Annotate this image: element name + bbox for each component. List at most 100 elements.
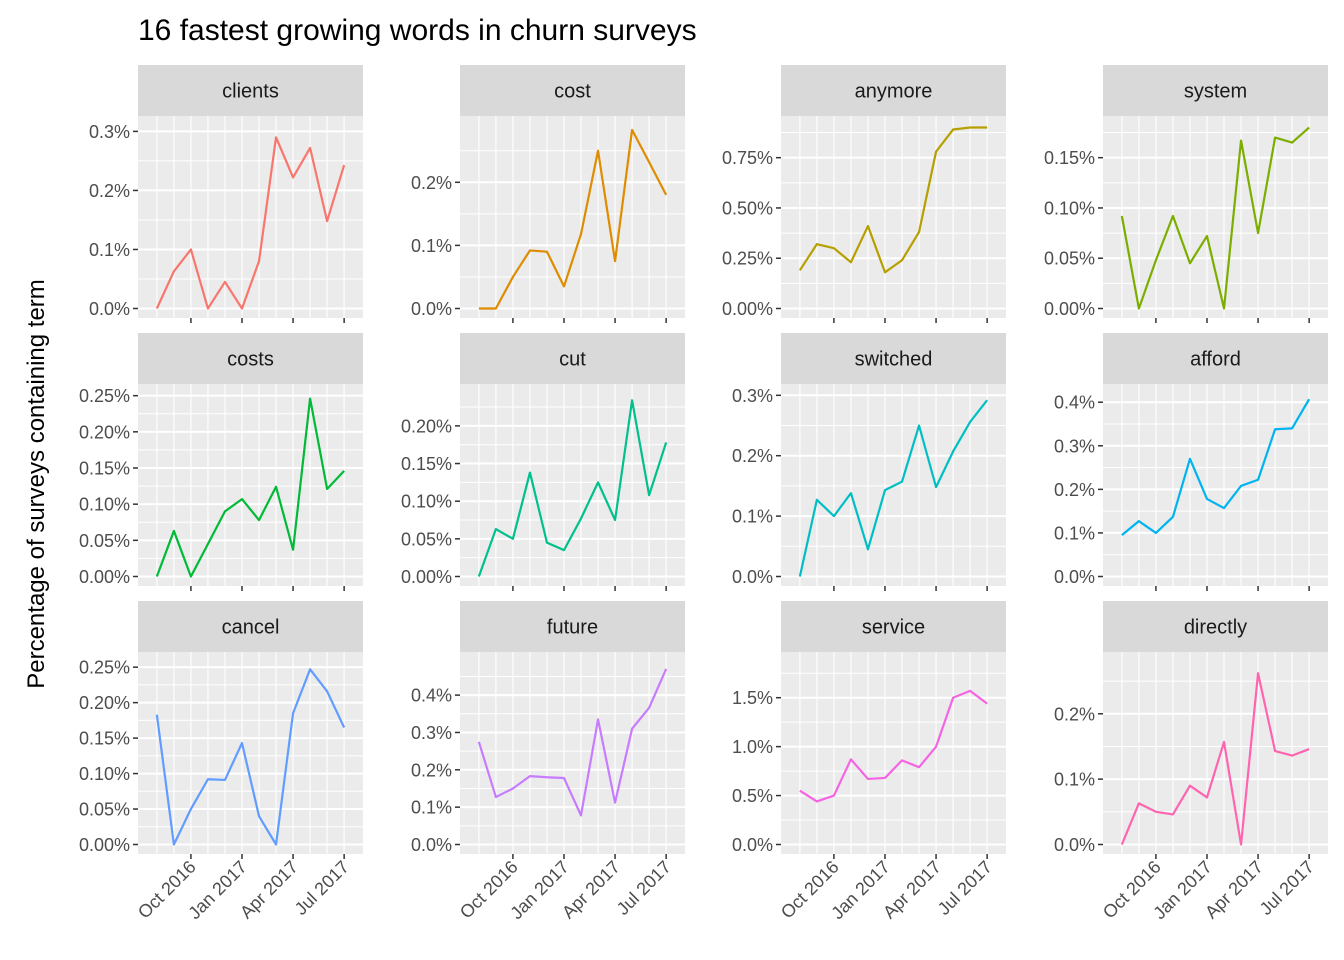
y-tick-label: 0.2%	[1054, 480, 1095, 500]
facet-strip-label: system	[1184, 81, 1247, 103]
facet-strip	[138, 333, 363, 384]
series-line-future	[477, 668, 668, 817]
facet-strip	[1103, 601, 1328, 652]
y-tick-label: 0.20%	[79, 693, 130, 713]
facet-panel-cut: cut 0.00% 0.05% 0.10% 0.15% 0.20%	[401, 333, 685, 591]
y-tick-label: 1.0%	[732, 737, 773, 757]
facet-strip	[460, 65, 685, 116]
facet-plot-area	[781, 116, 1006, 318]
facet-panel-clients: clients 0.0% 0.1% 0.2% 0.3%	[89, 65, 363, 323]
y-tick-label: 0.1%	[732, 507, 773, 527]
series-line-anymore	[798, 126, 988, 274]
facet-panel-costs: costs 0.00% 0.05% 0.10% 0.15% 0.20% 0.25%	[79, 333, 363, 591]
y-tick-label: 0.25%	[79, 658, 130, 678]
y-tick-label: 0.05%	[79, 800, 130, 820]
y-tick-label: 0.05%	[1044, 249, 1095, 269]
y-tick-label: 0.4%	[1054, 393, 1095, 413]
y-tick-label: 0.20%	[401, 416, 452, 436]
y-tick-label: 0.15%	[1044, 148, 1095, 168]
facet-panel-anymore: anymore 0.00% 0.25% 0.50% 0.75%	[722, 65, 1006, 323]
facet-strip-label: future	[547, 617, 598, 639]
facet-plot-area	[1103, 116, 1328, 318]
y-tick-label: 0.05%	[401, 529, 452, 549]
y-tick-label: 0.0%	[1054, 567, 1095, 587]
y-tick-label: 0.1%	[89, 240, 130, 260]
facet-plot-area	[1103, 384, 1328, 586]
x-tick-label: Jul 2017	[613, 857, 675, 919]
y-tick-label: 0.00%	[79, 567, 130, 587]
y-tick-label: 0.3%	[1054, 436, 1095, 456]
y-tick-label: 0.4%	[411, 686, 452, 706]
facet-plot-area	[138, 652, 363, 854]
y-tick-label: 0.05%	[79, 531, 130, 551]
y-tick-label: 0.0%	[89, 299, 130, 319]
y-tick-label: 0.0%	[732, 835, 773, 855]
y-tick-label: 0.00%	[79, 835, 130, 855]
y-tick-label: 0.0%	[732, 567, 773, 587]
series-line-cut	[477, 399, 668, 577]
facet-strip	[1103, 333, 1328, 384]
y-tick-label: 0.3%	[411, 723, 452, 743]
facet-strip-label: clients	[222, 81, 279, 103]
y-tick-label: 0.0%	[411, 835, 452, 855]
series-line-system	[1120, 126, 1310, 310]
facet-panel-afford: afford 0.0% 0.1% 0.2% 0.3% 0.4%	[1054, 333, 1328, 591]
facet-plot-area	[460, 652, 685, 854]
y-tick-label: 0.75%	[722, 148, 773, 168]
y-tick-label: 0.20%	[79, 422, 130, 442]
facet-strip	[460, 601, 685, 652]
facet-plot-area	[460, 116, 685, 318]
facet-strip-label: cost	[554, 81, 591, 103]
facet-strip	[1103, 65, 1328, 116]
y-tick-label: 0.1%	[1054, 770, 1095, 790]
facet-strip	[781, 65, 1006, 116]
y-tick-label: 0.0%	[411, 299, 452, 319]
y-tick-label: 0.25%	[722, 249, 773, 269]
y-tick-label: 0.00%	[722, 299, 773, 319]
y-tick-label: 0.10%	[79, 764, 130, 784]
facet-panel-cost: cost 0.0% 0.1% 0.2%	[411, 65, 685, 323]
facet-strip	[138, 65, 363, 116]
y-tick-label: 0.3%	[89, 122, 130, 142]
chart-title: 16 fastest growing words in churn survey…	[138, 14, 697, 47]
y-tick-label: 0.2%	[411, 173, 452, 193]
y-tick-label: 0.50%	[722, 198, 773, 218]
y-tick-label: 0.0%	[1054, 835, 1095, 855]
facet-strip	[781, 333, 1006, 384]
y-tick-label: 0.1%	[411, 798, 452, 818]
y-tick-label: 0.10%	[401, 492, 452, 512]
y-tick-label: 0.1%	[1054, 523, 1095, 543]
facet-strip-label: directly	[1184, 617, 1247, 639]
series-line-service	[799, 689, 988, 803]
series-line-clients	[155, 136, 346, 310]
y-tick-label: 0.00%	[1044, 299, 1095, 319]
facet-strip	[781, 601, 1006, 652]
series-line-afford	[1121, 398, 1311, 536]
series-line-cost	[478, 128, 668, 310]
y-tick-label: 0.2%	[732, 446, 773, 466]
y-tick-label: 0.2%	[1054, 704, 1095, 724]
facet-strip-label: cancel	[222, 617, 280, 639]
facet-strip	[460, 333, 685, 384]
y-tick-label: 0.25%	[79, 386, 130, 406]
y-tick-label: 0.15%	[79, 729, 130, 749]
series-line-directly	[1120, 672, 1310, 846]
x-tick-label: Jul 2017	[1256, 857, 1318, 919]
y-tick-label: 0.2%	[411, 760, 452, 780]
y-tick-label: 0.5%	[732, 786, 773, 806]
y-tick-label: 0.2%	[89, 181, 130, 201]
facet-panel-cancel: cancel0.00%0.05%0.10%0.15%0.20%0.25%Oct …	[79, 601, 363, 923]
y-tick-label: 0.15%	[79, 459, 130, 479]
y-tick-label: 0.1%	[411, 236, 452, 256]
series-line-switched	[798, 399, 989, 577]
x-tick-label: Jul 2017	[934, 857, 996, 919]
series-line-costs	[155, 397, 345, 578]
facet-grid: clients0.0%0.1%0.2%0.3%cost0.0%0.1%0.2%a…	[79, 65, 1328, 923]
y-axis-label: Percentage of surveys containing term	[23, 279, 50, 689]
facet-strip	[138, 601, 363, 652]
facet-strip-label: afford	[1190, 349, 1241, 371]
